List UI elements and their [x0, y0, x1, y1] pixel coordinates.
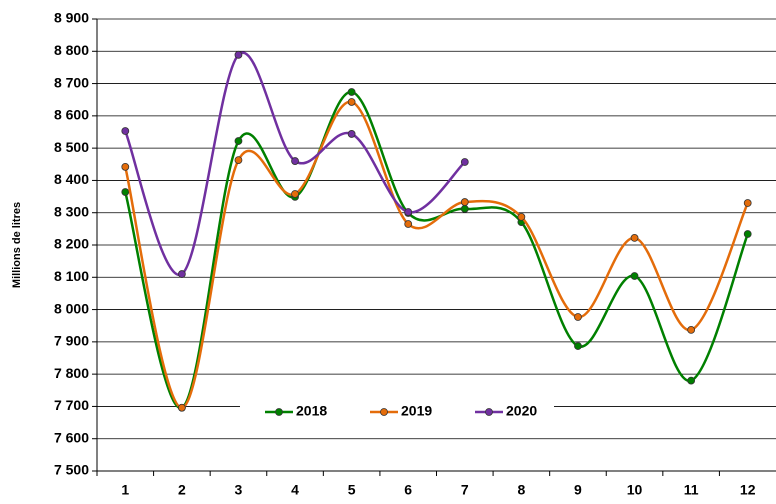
data-point — [234, 50, 243, 59]
x-tick-label: 11 — [684, 482, 699, 498]
legend-marker — [485, 408, 493, 416]
y-tick-label: 7 700 — [54, 397, 89, 413]
x-tick-label: 6 — [404, 482, 412, 498]
x-tick-label: 3 — [235, 482, 243, 498]
y-tick-label: 8 200 — [54, 236, 89, 252]
data-point — [687, 326, 696, 334]
x-tick-label: 7 — [461, 482, 469, 498]
data-point — [743, 199, 752, 207]
data-point — [347, 88, 356, 96]
data-point — [630, 233, 639, 242]
data-point — [121, 127, 130, 135]
x-tick-label: 2 — [178, 482, 186, 498]
x-tick-label: 10 — [627, 482, 643, 498]
y-tick-label: 7 800 — [54, 365, 89, 381]
y-tick-label: 8 400 — [54, 171, 89, 187]
y-tick-label: 8 500 — [54, 139, 89, 155]
legend-label: 2020 — [506, 403, 537, 419]
legend-label: 2018 — [296, 403, 327, 419]
data-point — [630, 272, 639, 280]
data-point — [743, 230, 752, 238]
series-line — [124, 100, 749, 409]
y-tick-label: 7 600 — [54, 429, 89, 445]
data-point — [177, 403, 186, 412]
legend-marker — [380, 408, 388, 416]
data-point — [517, 213, 526, 221]
data-point — [347, 130, 356, 138]
y-tick-label: 8 000 — [54, 300, 89, 316]
data-point — [574, 342, 582, 350]
x-tick-label: 12 — [740, 482, 756, 498]
x-tick-label: 5 — [348, 482, 356, 498]
x-tick-label: 1 — [121, 482, 129, 498]
data-point — [291, 190, 299, 198]
data-point — [404, 208, 413, 216]
x-tick-label: 8 — [517, 482, 525, 498]
data-point — [291, 157, 299, 165]
x-tick-label: 4 — [291, 482, 299, 498]
legend-marker — [275, 408, 283, 416]
data-point — [234, 137, 243, 145]
y-axis-title: Millions de litres — [11, 202, 23, 288]
legend-label: 2019 — [401, 403, 432, 419]
y-tick-label: 7 500 — [54, 462, 89, 478]
y-tick-label: 7 900 — [54, 333, 89, 349]
data-point — [177, 270, 186, 278]
data-point — [347, 98, 356, 106]
y-tick-label: 8 700 — [54, 74, 89, 90]
data-point — [121, 162, 130, 171]
data-point — [460, 158, 469, 166]
y-tick-label: 8 300 — [54, 203, 89, 219]
x-tick-label: 9 — [574, 482, 582, 498]
data-point — [234, 156, 243, 164]
y-tick-label: 8 100 — [54, 268, 89, 284]
data-point — [574, 313, 582, 321]
data-point — [121, 188, 130, 196]
y-tick-label: 8 900 — [54, 10, 89, 26]
y-tick-label: 8 800 — [54, 42, 89, 58]
data-point — [460, 198, 469, 206]
data-point — [687, 376, 696, 385]
data-point — [460, 204, 469, 213]
y-tick-label: 8 600 — [54, 107, 89, 123]
data-point — [404, 220, 413, 228]
